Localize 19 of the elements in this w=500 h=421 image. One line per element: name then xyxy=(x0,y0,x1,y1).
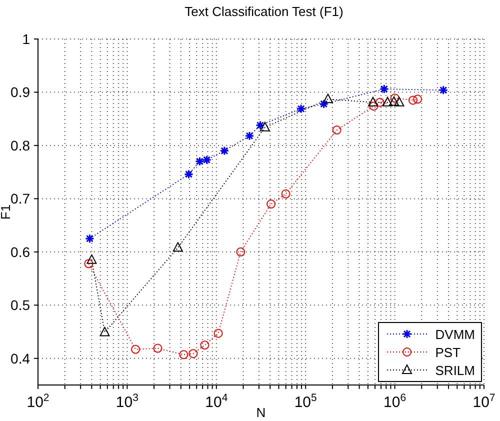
x-axis-title: N xyxy=(256,405,266,420)
x-tick-label: 10$^{2}$ xyxy=(26,392,50,411)
legend-label: DVMM xyxy=(435,326,475,342)
legend-label: PST xyxy=(435,344,461,360)
x-tick-label: 10$^{3}$ xyxy=(116,392,139,411)
y-tick-label: 0.9 xyxy=(10,84,30,100)
x-tick-label: 10$^{7}$ xyxy=(472,392,496,411)
legend-label: SRILM xyxy=(435,362,475,378)
y-tick-label: 0.6 xyxy=(10,244,30,260)
y-tick-label: 0.4 xyxy=(10,350,30,366)
y-tick-label: 0.7 xyxy=(10,190,30,207)
y-axis-title: F1 xyxy=(0,204,13,220)
x-tick-label: 10$^{6}$ xyxy=(384,392,406,411)
chart-title: Text Classification Test (F1) xyxy=(184,4,344,19)
x-tick-label: 10$^{5}$ xyxy=(294,392,318,411)
y-tick-label: 0.8 xyxy=(10,137,30,154)
y-tick-label: 1 xyxy=(22,31,30,47)
y-tick-label: 0.5 xyxy=(10,297,30,314)
x-tick-label: 10$^{4}$ xyxy=(205,392,228,411)
